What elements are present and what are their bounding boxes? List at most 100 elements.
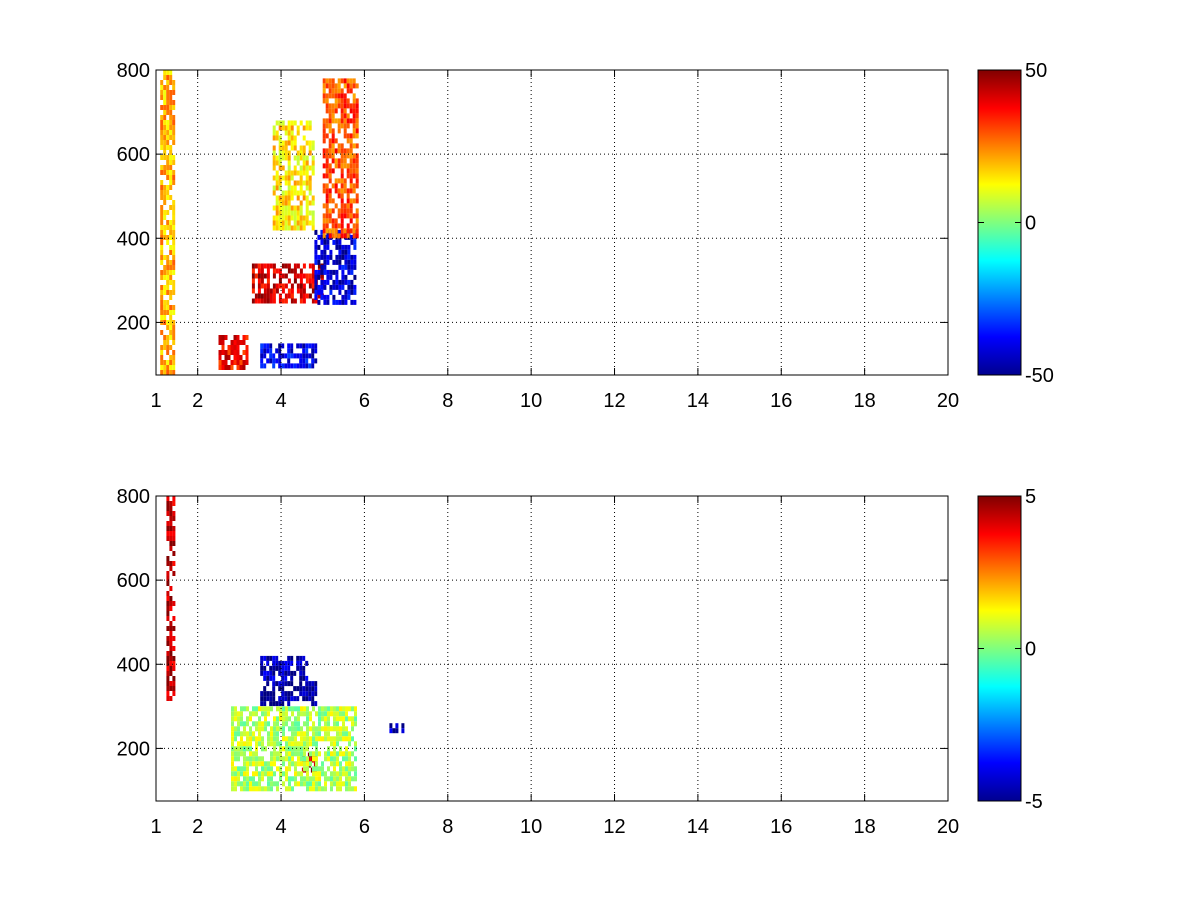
heatmap-cell (340, 228, 344, 234)
heatmap-cell (160, 260, 164, 265)
heatmap-cell (303, 711, 306, 717)
heatmap-cell (351, 721, 354, 727)
heatmap-cell (345, 736, 348, 742)
heatmap-cell (231, 776, 234, 782)
heatmap-cell (323, 249, 327, 255)
heatmap-cell (350, 284, 354, 290)
heatmap-cell (169, 531, 173, 536)
heatmap-cell (166, 225, 170, 230)
heatmap-cell (172, 215, 176, 220)
heatmap-cell (349, 108, 353, 114)
heatmap-cell (346, 138, 350, 144)
heatmap-cell (349, 188, 353, 194)
heatmap-cell (260, 358, 264, 364)
heatmap-cell (291, 761, 294, 767)
heatmap-cell (169, 686, 173, 691)
heatmap-cell (315, 756, 318, 762)
heatmap-cell (346, 118, 350, 124)
heatmap-cell (169, 225, 173, 230)
heatmap-cell (169, 90, 173, 95)
heatmap-cell (272, 205, 276, 211)
heatmap-cell (252, 771, 255, 777)
heatmap-cell (311, 195, 315, 201)
heatmap-cell (284, 263, 288, 269)
heatmap-cell (264, 766, 267, 772)
heatmap-cell (166, 130, 170, 135)
heatmap-cell (330, 771, 333, 777)
heatmap-cell (287, 263, 291, 269)
heatmap-cell (318, 721, 321, 727)
heatmap-cell (231, 786, 234, 792)
heatmap-cell (255, 706, 258, 712)
heatmap-cell (330, 786, 333, 792)
heatmap-cell (163, 230, 167, 235)
heatmap-cell (287, 691, 291, 697)
heatmap-cell (261, 776, 264, 782)
heatmap-cell (350, 254, 354, 260)
heatmap-cell (290, 120, 294, 126)
heatmap-cell (169, 330, 173, 335)
heatmap-cell (287, 343, 291, 349)
heatmap-cell (314, 358, 318, 364)
heatmap-cell (172, 350, 176, 355)
heatmap-cell (322, 93, 326, 99)
heatmap-cell (349, 218, 353, 224)
heatmap-cell (234, 736, 237, 742)
heatmap-cell (160, 305, 164, 310)
heatmap-cell (273, 726, 276, 732)
heatmap-cell (332, 259, 336, 265)
heatmap-cell (160, 90, 164, 95)
colorbar-ticks-bottom: -505 (978, 486, 1043, 813)
heatmap-cell (302, 195, 306, 201)
x-tick-label: 8 (442, 816, 453, 838)
heatmap-cell (172, 496, 176, 501)
heatmap-cell (339, 771, 342, 777)
heatmap-cell (246, 766, 249, 772)
heatmap-cell (269, 670, 273, 676)
heatmap-cell (347, 289, 351, 295)
heatmap-cell (249, 761, 252, 767)
heatmap-cell (299, 691, 303, 697)
heatmap-cell (306, 776, 309, 782)
heatmap-cell (290, 215, 294, 221)
heatmap-cell (267, 731, 270, 737)
heatmap-cell (169, 315, 173, 320)
heatmap-cell (333, 741, 336, 747)
heatmap-cell (275, 701, 279, 707)
heatmap-cell (336, 786, 339, 792)
heatmap-cell (346, 228, 350, 234)
heatmap-cell (221, 350, 225, 355)
heatmap-cell (349, 168, 353, 174)
heatmap-cell (282, 761, 285, 767)
heatmap-cell (163, 130, 167, 135)
heatmap-cell (263, 675, 267, 681)
heatmap-cell (166, 636, 170, 641)
heatmap-cell (287, 358, 291, 364)
heatmap-cell (296, 288, 300, 294)
heatmap-cell (320, 239, 324, 245)
heatmap-cell (234, 766, 237, 772)
heatmap-cell (308, 200, 312, 206)
heatmap-cell (312, 751, 315, 757)
heatmap-cell (344, 289, 348, 295)
heatmap-cell (345, 766, 348, 772)
heatmap-cell (242, 360, 246, 365)
heatmap-cell (299, 298, 303, 304)
heatmap-cell (337, 213, 341, 219)
heatmap-cell (303, 781, 306, 787)
heatmap-cell (353, 289, 357, 295)
heatmap-cell (163, 195, 167, 200)
heatmap-cell (293, 145, 297, 151)
heatmap-cell (269, 298, 273, 304)
heatmap-cell (345, 711, 348, 717)
heatmap-cell (166, 70, 170, 75)
heatmap-cell (290, 268, 294, 274)
heatmap-cell (351, 776, 354, 782)
heatmap-cell (266, 696, 270, 702)
heatmap-cell (172, 335, 176, 340)
heatmap-cell (291, 741, 294, 747)
heatmap-cell (302, 150, 306, 156)
heatmap-cell (266, 268, 270, 274)
heatmap-cell (302, 263, 306, 269)
